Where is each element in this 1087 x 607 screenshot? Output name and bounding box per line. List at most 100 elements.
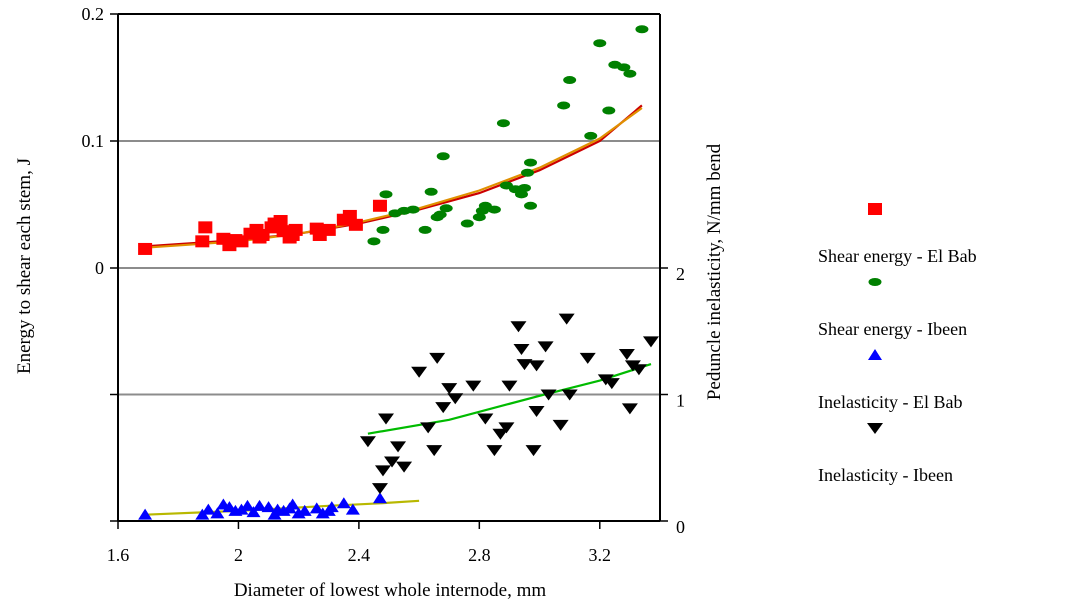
data-point	[436, 152, 450, 161]
right-tick-label: 2	[676, 264, 685, 284]
x-tick-label: 2	[234, 545, 243, 565]
data-point	[252, 499, 267, 511]
legend-label: Shear energy - Ibeen	[818, 319, 967, 339]
data-point	[558, 313, 575, 325]
data-point	[602, 106, 616, 115]
legend-marker	[867, 423, 883, 434]
data-point	[516, 359, 533, 371]
data-point	[379, 190, 393, 199]
data-point	[433, 210, 447, 219]
legend-marker	[868, 203, 882, 215]
data-point	[447, 393, 464, 405]
data-point	[372, 199, 387, 212]
data-point	[359, 436, 376, 448]
data-point	[603, 378, 620, 390]
legend: Shear energy - El Bab Shear energy - Ibee…	[818, 203, 977, 485]
data-point	[418, 225, 432, 234]
legend-label: Inelasticity - Ibeen	[818, 465, 953, 485]
legend-marker	[868, 349, 882, 360]
data-point	[372, 492, 387, 504]
data-point	[297, 504, 312, 516]
data-point	[460, 219, 474, 228]
data-point	[420, 422, 437, 434]
data-points	[138, 25, 659, 520]
data-point	[138, 242, 153, 255]
trend-line	[145, 107, 643, 249]
data-point	[411, 366, 428, 378]
data-point	[377, 413, 394, 425]
data-point	[557, 101, 571, 110]
data-point	[273, 215, 288, 228]
left-tick-label: 0	[95, 258, 104, 278]
data-point	[525, 445, 542, 457]
data-point	[524, 158, 538, 167]
data-point	[528, 405, 545, 417]
data-point	[537, 341, 554, 353]
data-point	[552, 419, 569, 431]
trend-lines	[145, 104, 652, 516]
data-point	[540, 389, 557, 401]
data-point	[348, 218, 363, 231]
data-point	[441, 383, 458, 395]
data-point	[376, 225, 390, 234]
data-point	[498, 422, 515, 434]
data-point	[424, 187, 438, 196]
left-y-axis-title: Energy to shear each stem, J	[14, 158, 35, 374]
data-point	[384, 456, 401, 468]
legend-label: Inelasticity - El Bab	[818, 392, 962, 412]
axes	[110, 13, 668, 529]
data-point	[514, 190, 528, 199]
tick-labels: 0 0.1 0.2 0 1 2 1.6 2 2.4 2.8 3.2	[82, 4, 686, 565]
data-point	[429, 352, 446, 364]
data-point	[617, 63, 631, 72]
left-tick-label: 0.2	[82, 4, 105, 24]
data-point	[345, 503, 360, 515]
trend-line	[145, 104, 643, 248]
data-point	[371, 483, 388, 495]
x-tick-label: 1.6	[107, 545, 130, 565]
gridlines	[118, 140, 660, 396]
x-tick-label: 3.2	[589, 545, 612, 565]
data-point	[390, 441, 407, 453]
left-tick-label: 0.1	[82, 131, 105, 151]
data-point	[285, 498, 300, 510]
x-tick-label: 2.4	[348, 545, 371, 565]
data-point	[198, 221, 213, 234]
data-point	[487, 205, 501, 214]
data-point	[510, 321, 527, 333]
data-point	[261, 501, 276, 513]
data-point	[374, 465, 391, 477]
data-point	[210, 507, 225, 519]
data-point	[563, 76, 577, 85]
data-point	[496, 119, 510, 128]
data-point	[240, 499, 255, 511]
legend-label: Shear energy - El Bab	[818, 246, 977, 266]
data-point	[138, 508, 153, 520]
data-point	[593, 39, 607, 48]
right-y-axis-title: Peduncle inelasticity, N/mm bend	[704, 143, 725, 400]
data-point	[635, 25, 649, 34]
data-point	[584, 131, 598, 140]
data-point	[426, 445, 443, 457]
data-point	[246, 506, 261, 518]
data-point	[477, 413, 494, 425]
data-point	[201, 503, 216, 515]
data-point	[513, 343, 530, 355]
data-point	[579, 352, 596, 364]
data-point	[621, 403, 638, 415]
data-point	[623, 69, 637, 78]
data-point	[195, 235, 210, 248]
data-point	[367, 237, 381, 246]
data-point	[321, 223, 336, 236]
data-point	[234, 503, 249, 515]
data-point	[396, 461, 413, 473]
data-point	[630, 364, 647, 376]
right-tick-label: 0	[676, 517, 685, 537]
right-tick-label: 1	[676, 391, 685, 411]
data-point	[561, 389, 578, 401]
data-point	[336, 497, 351, 509]
data-point	[309, 502, 324, 514]
x-axis-title: Diameter of lowest whole internode, mm	[234, 580, 547, 601]
x-tick-label: 2.8	[468, 545, 491, 565]
